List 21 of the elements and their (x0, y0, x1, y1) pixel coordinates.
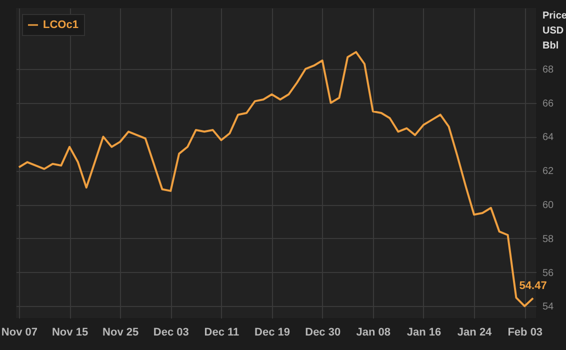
x-tick-label: Nov 15 (52, 326, 88, 338)
x-tick-label: Dec 03 (153, 326, 189, 338)
y-tick-label: 54 (542, 302, 554, 313)
y-tick-label: 64 (542, 132, 554, 144)
y-tick-label: 62 (542, 166, 554, 178)
y-tick-label: 60 (542, 200, 554, 212)
x-tick-label: Dec 19 (254, 326, 290, 338)
annotation: 54.47 (519, 280, 547, 292)
y-tick-label: 66 (542, 98, 554, 110)
x-tick-label: Nov 25 (102, 326, 139, 338)
legend-label: LCOc1 (43, 19, 78, 31)
y-tick-label: 68 (542, 64, 554, 76)
x-tick-label: Jan 08 (356, 326, 391, 338)
x-tick-label: Jan 24 (457, 326, 493, 338)
x-tick-label: Dec 30 (305, 326, 341, 338)
y-tick-label: 56 (542, 268, 554, 279)
x-tick-label: Dec 11 (204, 326, 240, 338)
y-tick-label: 58 (542, 234, 554, 245)
x-tick-label: Feb 03 (508, 326, 543, 338)
x-tick-label: Nov 07 (1, 326, 38, 338)
x-tick-label: Jan 16 (406, 326, 442, 338)
